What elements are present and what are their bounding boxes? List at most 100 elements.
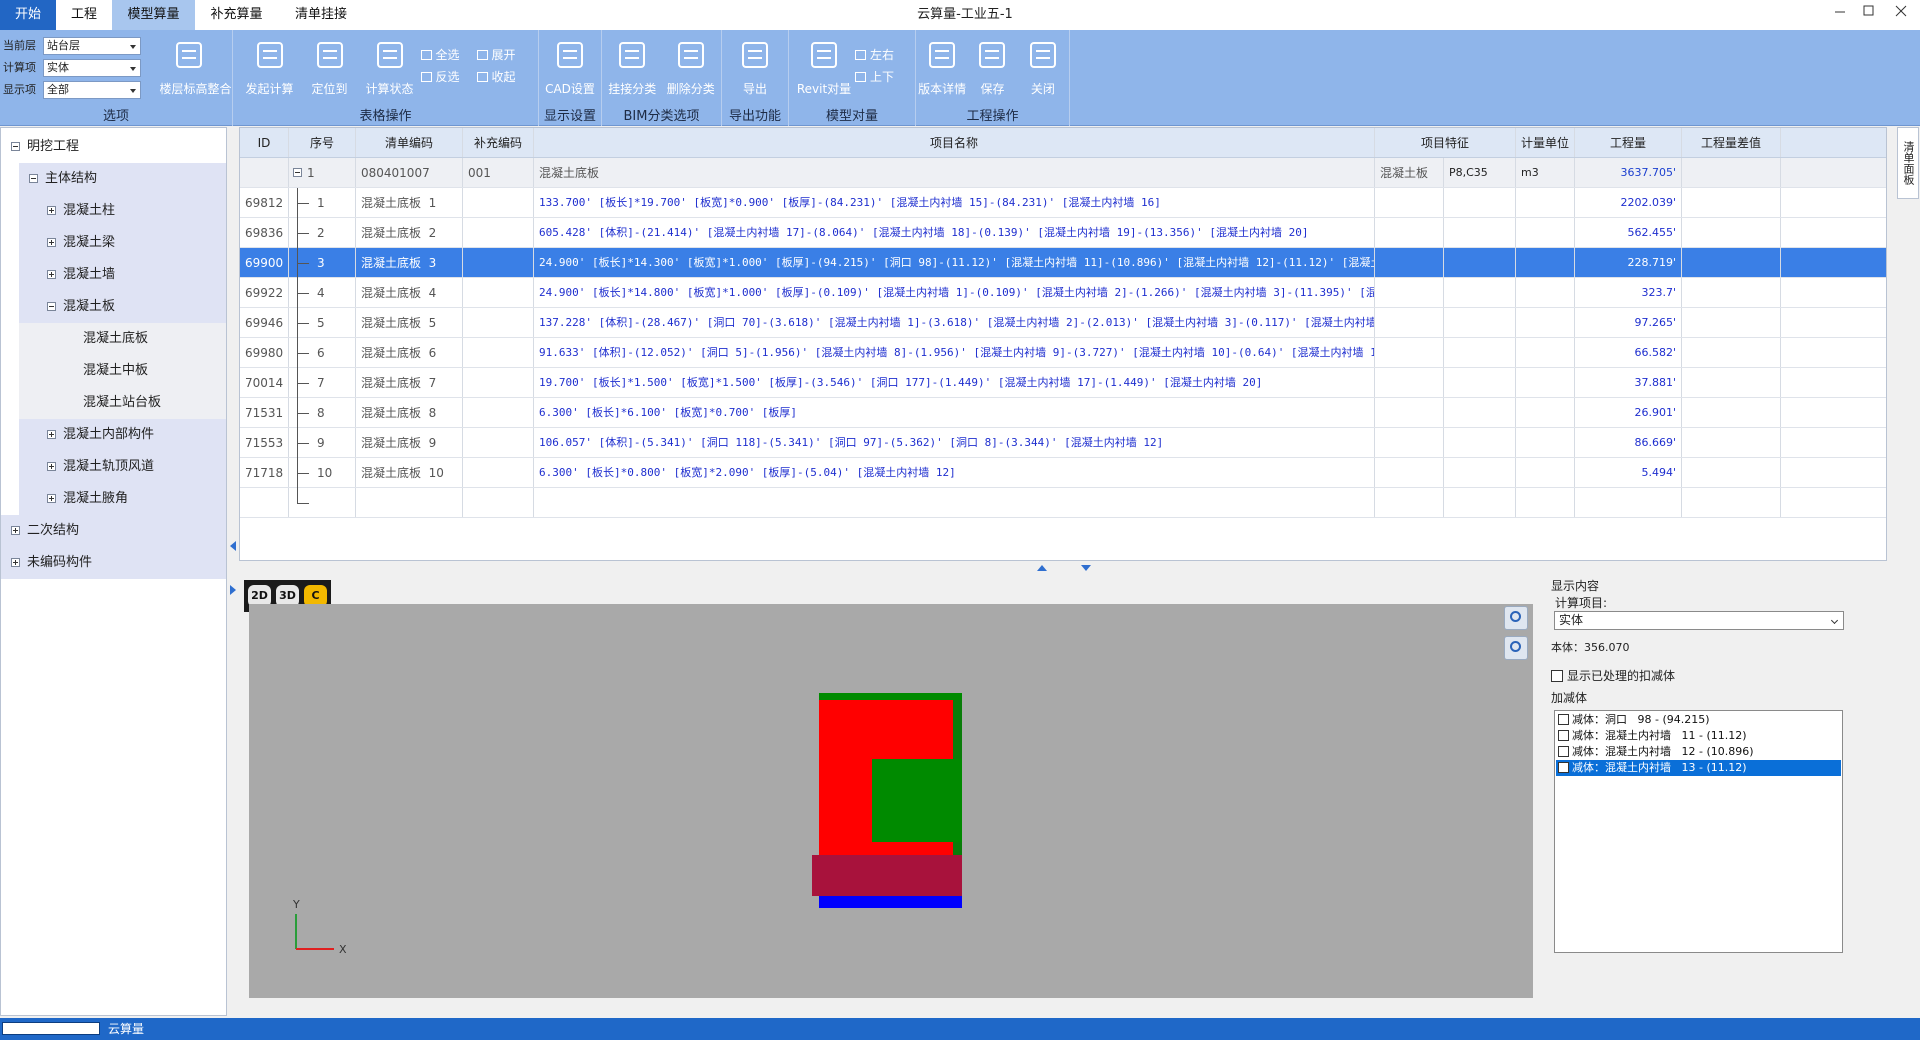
toggle-box[interactable] — [11, 526, 20, 535]
tree-node[interactable]: 未编码构件 — [1, 547, 226, 579]
small-button[interactable]: 左右 — [855, 44, 909, 66]
small-button[interactable]: 收起 — [476, 66, 531, 88]
ribbon-button[interactable]: 版本详情 — [918, 34, 966, 106]
list-item[interactable]: 减体：混凝土内衬墙 11 - (11.12) — [1556, 728, 1841, 744]
small-label: 上下 — [870, 70, 895, 84]
small-button[interactable]: 上下 — [855, 66, 909, 88]
body-value: 本体：356.070 — [1551, 641, 1630, 654]
table-row[interactable]: 69922 4 混凝土底板 4 24.900' [板长]*14.800' [板宽]*1… — [240, 278, 1886, 308]
list-item[interactable]: 减体：混凝土内衬墙 13 - (11.12) — [1556, 760, 1841, 776]
selector[interactable]: 站台层 — [43, 37, 141, 55]
group-row[interactable]: 1 080401007 001 混凝土底板 混凝土板 P8,C35 m3 3637.705' — [240, 158, 1886, 188]
menu-tab[interactable]: 开始 — [0, 0, 56, 30]
table-cell — [1781, 458, 1886, 487]
menu-tab[interactable]: 清单挂接 — [294, 7, 347, 22]
splitter-down[interactable] — [1081, 565, 1091, 571]
table-cell — [289, 368, 356, 397]
toggle-box[interactable] — [47, 494, 56, 503]
side-tab[interactable]: 清单面板 — [1897, 127, 1919, 199]
list-item[interactable]: 减体：混凝土内衬墙 12 - (10.896) — [1556, 744, 1841, 760]
tree-node[interactable]: 二次结构 — [1, 515, 226, 547]
zoom-out[interactable] — [1504, 636, 1528, 660]
toggle-box[interactable] — [11, 558, 20, 567]
toggle-box[interactable] — [47, 206, 56, 215]
tree-node[interactable]: 混凝土内部构件 — [19, 419, 226, 451]
icon-shape — [742, 42, 768, 68]
table-row[interactable]: 71718 10 混凝土底板 10 6.300' [板长]*0.800' [板宽]*2… — [240, 458, 1886, 488]
toggle-box[interactable] — [47, 302, 56, 311]
ribbon-buttons: 发起计算 定位到 计算状态 全选 反选 展开 收起 — [235, 34, 536, 106]
table-row[interactable]: 69812 1 混凝土底板 1 133.700' [板长]*19.700' [板宽]*… — [240, 188, 1886, 218]
small-button[interactable]: 反选 — [420, 66, 475, 88]
toggle-box[interactable] — [11, 142, 20, 151]
ribbon-button[interactable]: 保存 — [968, 34, 1016, 106]
ribbon-button[interactable]: 计算状态 — [361, 34, 419, 106]
calc-select[interactable]: 实体 — [1554, 611, 1844, 630]
table-cell: 106.057' [体积]-(5.341)' [洞口 118]-(5.341)'… — [534, 428, 1375, 457]
toggle-box[interactable] — [47, 238, 56, 247]
table-cell — [289, 488, 356, 517]
row-seq: 4 — [317, 286, 325, 300]
ribbon-button[interactable]: 关闭 — [1019, 34, 1067, 106]
show-deducted[interactable]: 显示已处理的扣减体 — [1551, 669, 1675, 683]
ribbon-button[interactable]: 删除分类 — [663, 34, 720, 106]
tree-node[interactable]: 混凝土梁 — [19, 227, 226, 259]
table-row[interactable]: 70014 7 混凝土底板 7 19.700' [板长]*1.500' [板宽]*1.… — [240, 368, 1886, 398]
menu-tab[interactable]: 工程 — [70, 7, 97, 22]
table-row[interactable]: 71531 8 混凝土底板 8 6.300' [板长]*6.100' [板宽]*0.7… — [240, 398, 1886, 428]
window-controls[interactable] — [1830, 0, 1920, 30]
ribbon-button[interactable]: Revit对量 — [795, 34, 853, 106]
tree-node[interactable]: 混凝土站台板 — [19, 387, 226, 419]
tree-node[interactable]: 混凝土板 — [19, 291, 226, 323]
tree-node[interactable]: 混凝土柱 — [19, 195, 226, 227]
tree-node[interactable]: 主体结构 — [19, 163, 226, 195]
tree-node[interactable]: 混凝土轨顶风道 — [19, 451, 226, 483]
ribbon-button[interactable]: 楼层标高整合 — [160, 34, 232, 106]
toggle-box[interactable] — [47, 462, 56, 471]
small-button[interactable]: 全选 — [420, 44, 475, 66]
model-blue — [819, 896, 962, 908]
view-button[interactable]: 2D — [248, 585, 271, 607]
selector[interactable]: 全部 — [43, 81, 141, 99]
ribbon-button[interactable]: 发起计算 — [241, 34, 299, 106]
tree-node[interactable]: 混凝土墙 — [19, 259, 226, 291]
toggle-plus — [51, 496, 52, 501]
small-button[interactable]: 展开 — [476, 44, 531, 66]
ribbon-button[interactable]: CAD设置 — [541, 34, 599, 106]
menu-tab[interactable]: 补充算量 — [210, 7, 263, 22]
tree-node[interactable]: 混凝土底板 — [19, 323, 226, 355]
table-row[interactable]: 69900 3 混凝土底板 3 24.900' [板长]*14.300' [板宽]*1… — [240, 248, 1886, 278]
list-item[interactable]: 减体：洞口 98 - (94.215) — [1556, 712, 1841, 728]
menu-tab[interactable]: 模型算量 — [112, 0, 195, 30]
model-canvas[interactable]: YX — [249, 604, 1533, 998]
table-row[interactable]: 69980 6 混凝土底板 6 91.633' [体积]-(12.052)' [洞口 … — [240, 338, 1886, 368]
table-cell — [1781, 428, 1886, 457]
table-cell: 69900 — [240, 248, 289, 277]
selector[interactable]: 实体 — [43, 59, 141, 77]
ribbon-button[interactable]: 导出 — [726, 34, 784, 106]
table-cell — [1375, 428, 1444, 457]
empty-row[interactable] — [240, 488, 1886, 518]
table-cell: 91.633' [体积]-(12.052)' [洞口 5]-(1.956)' [… — [534, 338, 1375, 367]
tree-node[interactable]: 混凝土中板 — [19, 355, 226, 387]
toggle-box[interactable] — [29, 174, 38, 183]
ribbon-button[interactable]: 挂接分类 — [604, 34, 661, 106]
table-cell: 混凝土底板 — [534, 158, 1375, 187]
splitter-up[interactable] — [1037, 565, 1047, 571]
table-row[interactable]: 69836 2 混凝土底板 2 605.428' [体积]-(21.414)' [混凝… — [240, 218, 1886, 248]
table-row[interactable]: 71553 9 混凝土底板 9 106.057' [体积]-(5.341)' [洞口 … — [240, 428, 1886, 458]
view-button[interactable]: 3D — [276, 585, 299, 607]
table-cell: 24.900' [板长]*14.800' [板宽]*1.000' [板厚]-(0… — [534, 278, 1375, 307]
tree-node[interactable]: 混凝土腋角 — [19, 483, 226, 515]
tree-node[interactable]: 明挖工程 — [1, 131, 226, 163]
toggle-box[interactable] — [47, 270, 56, 279]
view-button[interactable]: C — [304, 585, 327, 607]
table-cell — [463, 338, 534, 367]
table-row[interactable]: 69946 5 混凝土底板 5 137.228' [体积]-(28.467)' [洞口… — [240, 308, 1886, 338]
toggle-box[interactable] — [293, 168, 302, 177]
zoom-in[interactable] — [1504, 606, 1528, 630]
ribbon-button[interactable]: 定位到 — [301, 34, 359, 106]
toggle-box[interactable] — [47, 430, 56, 439]
